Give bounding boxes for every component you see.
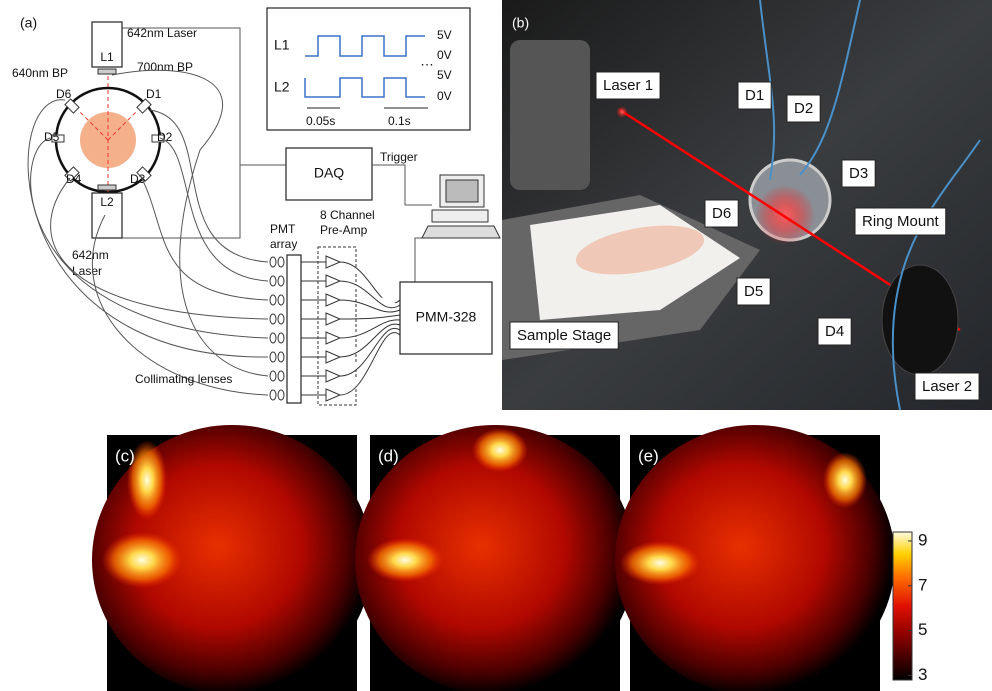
laser-spot [616,106,628,118]
laser-label: 642nm [72,248,109,262]
row-label: L2 [274,79,290,95]
panel-label: (b) [512,15,529,31]
heatmaps: (c) (d) (e) [92,425,895,691]
tick-label: 9 [918,530,927,549]
shape [432,210,488,222]
heatmap-hotspot [472,428,528,472]
lens [278,390,284,400]
detector-label: D5 [44,130,60,144]
filter [98,185,116,190]
callout-label: Ring Mount [862,213,940,230]
lens [270,333,276,343]
panel-label: (d) [378,446,399,465]
panel-label: (a) [20,15,37,31]
glow [755,185,815,245]
lens [270,295,276,305]
callout-label: Laser 2 [922,378,972,395]
lens [278,276,284,286]
lens [278,333,284,343]
shape [446,180,478,202]
row-label: L1 [274,37,290,53]
tick-label: 3 [918,665,927,684]
amp [301,256,400,304]
shape [422,226,500,238]
pmt-label: PMT [270,222,296,236]
laser-id: L2 [100,195,114,209]
detector-label: D3 [130,172,146,186]
level-label: 5V [437,68,452,82]
panel-a: (a) L1 642nm Laser 640nm BP 700nm BP D1 … [12,8,500,405]
heatmap-hotspot [823,452,867,508]
tick-label: 7 [918,575,927,594]
callout-label: D4 [825,323,844,340]
callout-label: Sample Stage [517,327,611,344]
heatmap-hotspot [102,532,182,588]
detector-label: D6 [56,87,72,101]
lens [278,257,284,267]
detector-label: D4 [66,172,82,186]
lens [278,371,284,381]
laser-body [510,40,590,190]
lens [270,314,276,324]
callout-label: D2 [794,100,813,117]
pmm-label: PMM-328 [416,309,477,325]
lens [270,276,276,286]
level-label: 5V [437,28,452,42]
ellipsis: … [420,53,434,69]
lens [270,371,276,381]
pmt-array [287,255,301,403]
callout-label: D5 [744,283,763,300]
detector-label: D2 [157,130,173,144]
trigger-label: Trigger [380,150,418,164]
daq-label: DAQ [314,165,344,181]
interval-label: 0.1s [388,114,411,128]
heatmap-hotspot [367,538,443,582]
colorbar [893,532,912,680]
level-label: 0V [437,48,452,62]
tick-label: 5 [918,620,927,639]
filter [98,69,116,74]
callout-label: D3 [849,165,868,182]
lens [270,257,276,267]
preamp-label: 8 Channel [320,208,375,222]
preamp-box [318,247,356,405]
cable [372,165,448,282]
lens-label: Collimating lenses [135,372,232,386]
preamp-label: Pre-Amp [320,223,368,237]
laser-label: 642nm Laser [127,26,197,40]
lens [278,314,284,324]
callout-label: D6 [712,205,731,222]
lens [270,390,276,400]
laser-id: L1 [100,50,114,64]
amp [301,333,400,401]
panel-b: (b) Laser 1 D1 D2 D3 D6 Ring Mount D5 Sample St… [502,0,992,410]
lens [278,352,284,362]
figure: (a) L1 642nm Laser 640nm BP 700nm BP D1 … [0,0,992,691]
filter-label: 640nm BP [12,66,68,80]
detector-label: D1 [146,87,162,101]
lens [270,352,276,362]
panel-label: (e) [638,446,659,465]
pmt-label: array [270,237,297,251]
interval-label: 0.05s [306,114,335,128]
lens [278,295,284,305]
panel-label: (c) [115,446,135,465]
heatmap-hotspot [620,541,700,585]
callout-label: Laser 1 [603,77,653,94]
level-label: 0V [437,89,452,103]
computer [422,175,500,238]
callout-label: D1 [745,87,764,104]
